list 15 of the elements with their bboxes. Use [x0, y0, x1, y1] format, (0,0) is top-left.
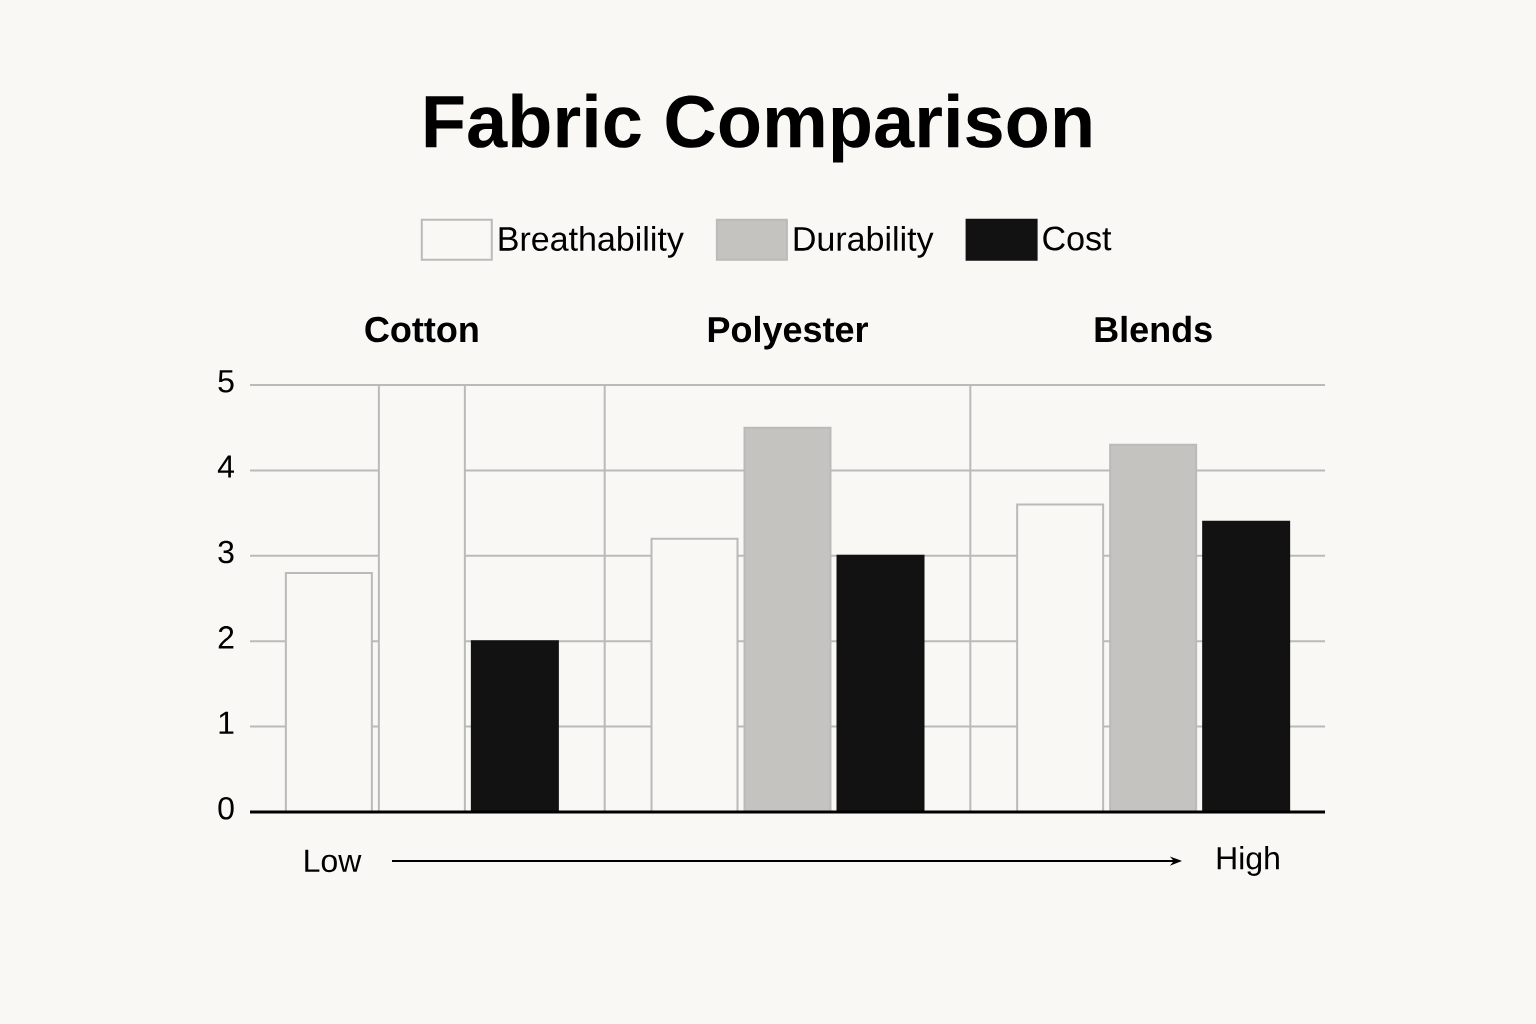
chart-title: Fabric Comparison	[425, 93, 1091, 163]
y-tick-label: 1	[219, 711, 234, 734]
x-tick-label: Blends	[1095, 315, 1212, 343]
legend-label: Durability	[794, 226, 934, 258]
y-tick-label: 4	[217, 455, 234, 478]
text: Low	[305, 849, 362, 873]
y-tick-label: 5	[218, 370, 234, 393]
x-tick-label: Polyester	[708, 315, 868, 350]
y-tick-label: 3	[218, 540, 234, 564]
y-tick-label: 2	[218, 626, 234, 649]
legend-label: Breathability	[499, 226, 684, 258]
y-tick-label: 0	[218, 796, 234, 820]
legend-label: Cost	[1043, 226, 1112, 251]
x-tick-label: Cotton	[365, 316, 478, 343]
text: High	[1217, 846, 1279, 876]
